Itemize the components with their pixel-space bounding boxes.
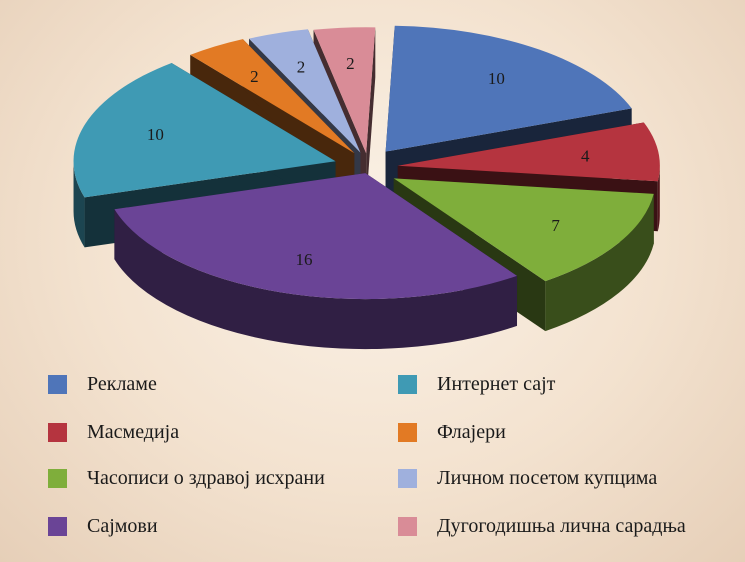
- data-label-7: 2: [297, 58, 306, 77]
- pie-slice-4: [114, 173, 518, 300]
- legend-swatch: [48, 468, 67, 488]
- legend-swatch: [398, 516, 417, 536]
- pie-slice-5: [73, 62, 336, 198]
- legend-item-licnom-posetom: Личном посетом купцима: [398, 466, 657, 490]
- legend-item-reklame: Рекламе: [48, 372, 157, 396]
- legend: Рекламе Масмедија Часописи о здравој исх…: [0, 362, 745, 552]
- legend-item-internet-sajt: Интернет сајт: [398, 372, 555, 396]
- pie-slice-6: [190, 39, 355, 154]
- legend-swatch: [48, 374, 67, 394]
- data-label-4: 16: [296, 250, 313, 269]
- legend-label: Флајери: [437, 420, 506, 443]
- pie-chart: 10 4 7 16 10 2 2 2: [73, 25, 660, 350]
- data-label-8: 2: [346, 54, 355, 73]
- legend-label: Личном посетом купцима: [437, 466, 658, 489]
- legend-swatch: [398, 468, 417, 488]
- legend-swatch: [48, 422, 67, 442]
- legend-label: Рекламе: [87, 372, 157, 395]
- data-label-2: 4: [581, 146, 590, 165]
- pie-slice-8: [313, 27, 376, 154]
- data-label-5: 10: [147, 125, 164, 144]
- pie-slice-7: [249, 29, 361, 153]
- data-label-6: 2: [250, 67, 259, 86]
- legend-label: Интернет сајт: [437, 372, 556, 395]
- data-label-1: 10: [488, 69, 505, 88]
- legend-label: Дугогодишња лична сарадња: [437, 514, 686, 537]
- pie-label-layer: 10 4 7 16 10 2 2 2: [147, 54, 590, 269]
- legend-item-dugogodisnja: Дугогодишња лична сарадња: [398, 514, 686, 538]
- pie-top-layer: [73, 25, 660, 300]
- legend-item-casopisi: Часописи о здравој исхрани: [48, 466, 325, 490]
- pie-slice-1: [385, 25, 632, 152]
- data-label-3: 7: [551, 216, 560, 235]
- legend-item-sajmovi: Сајмови: [48, 514, 158, 538]
- legend-item-flajeri: Флајери: [398, 420, 506, 444]
- pie-slice-2: [397, 122, 660, 182]
- legend-swatch: [398, 422, 417, 442]
- legend-label: Сајмови: [87, 514, 158, 537]
- legend-swatch: [48, 516, 67, 536]
- legend-item-masmedija: Масмедија: [48, 420, 179, 444]
- legend-label: Часописи о здравој исхрани: [87, 466, 325, 489]
- legend-label: Масмедија: [87, 420, 180, 443]
- legend-swatch: [398, 374, 417, 394]
- pie-slice-3: [393, 178, 654, 282]
